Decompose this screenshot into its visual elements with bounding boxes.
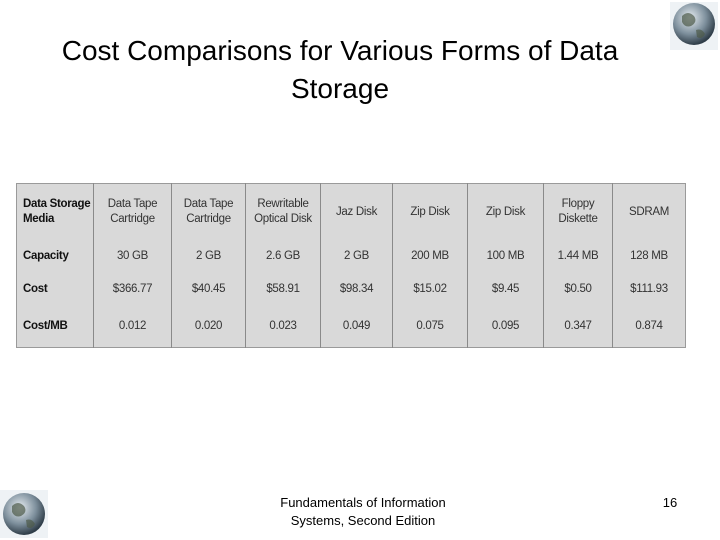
row-label: Cost — [23, 283, 48, 295]
table-row: Cost $366.77 $40.45 $58.91 $98.34 $15.02 $9.45… — [17, 272, 686, 307]
table-cell: 0.023 — [245, 306, 321, 348]
globe-icon — [670, 2, 718, 50]
table-cell: Zip Disk — [467, 183, 544, 241]
table-cell: $0.50 — [543, 272, 613, 307]
table-cell: 2 GB — [320, 240, 393, 273]
table-cell: 2 GB — [171, 240, 246, 273]
table-cell: $9.45 — [467, 272, 544, 307]
comparison-table: Data Storage Media Data Tape Cartridge Dat… — [16, 183, 686, 348]
table-cell: Data Tape Cartridge — [171, 183, 246, 241]
table-row: Capacity 30 GB 2 GB 2.6 GB 2 GB 200 MB 100 MB 1… — [17, 240, 686, 273]
table-cell: $15.02 — [392, 272, 468, 307]
table-cell: SDRAM — [612, 183, 686, 241]
table-cell: $366.77 — [93, 272, 172, 307]
table-cell: 0.874 — [612, 306, 686, 348]
table-row: Data Storage Media Data Tape Cartridge Dat… — [17, 183, 686, 241]
table-cell: 30 GB — [93, 240, 172, 273]
table-cell: Rewritable Optical Disk — [245, 183, 321, 241]
footer-text: Fundamentals of Information Systems, Sec… — [280, 495, 446, 528]
table-cell: $111.93 — [612, 272, 686, 307]
row-label: Cost/MB — [23, 320, 68, 333]
table-cell: Zip Disk — [392, 183, 468, 241]
table-cell: 0.020 — [171, 306, 246, 348]
page-number: 16 — [662, 495, 678, 510]
table-cell: 0.049 — [320, 306, 393, 348]
table-cell: $58.91 — [245, 272, 321, 307]
row-label: Data Storage Media — [23, 198, 91, 226]
table-cell: Jaz Disk — [320, 183, 393, 241]
table-cell: 200 MB — [392, 240, 468, 273]
table-cell: 1.44 MB — [543, 240, 613, 273]
table-cell: 2.6 GB — [245, 240, 321, 273]
table-cell: Floppy Diskette — [543, 183, 613, 241]
table-cell: 0.012 — [93, 306, 172, 348]
table-cell: 0.347 — [543, 306, 613, 348]
row-label: Capacity — [23, 250, 69, 262]
table-cell: $40.45 — [171, 272, 246, 307]
table-cell: 0.075 — [392, 306, 468, 348]
table-cell: 128 MB — [612, 240, 686, 273]
table-cell: Data Tape Cartridge — [93, 183, 172, 241]
table-row: Cost/MB 0.012 0.020 0.023 0.049 0.075 0.095 0.3… — [17, 306, 686, 348]
globe-icon — [0, 490, 48, 538]
slide-title: Cost Comparisons for Various Forms of Da… — [61, 35, 619, 104]
table-cell: 0.095 — [467, 306, 544, 348]
table-cell: 100 MB — [467, 240, 544, 273]
table-cell: $98.34 — [320, 272, 393, 307]
